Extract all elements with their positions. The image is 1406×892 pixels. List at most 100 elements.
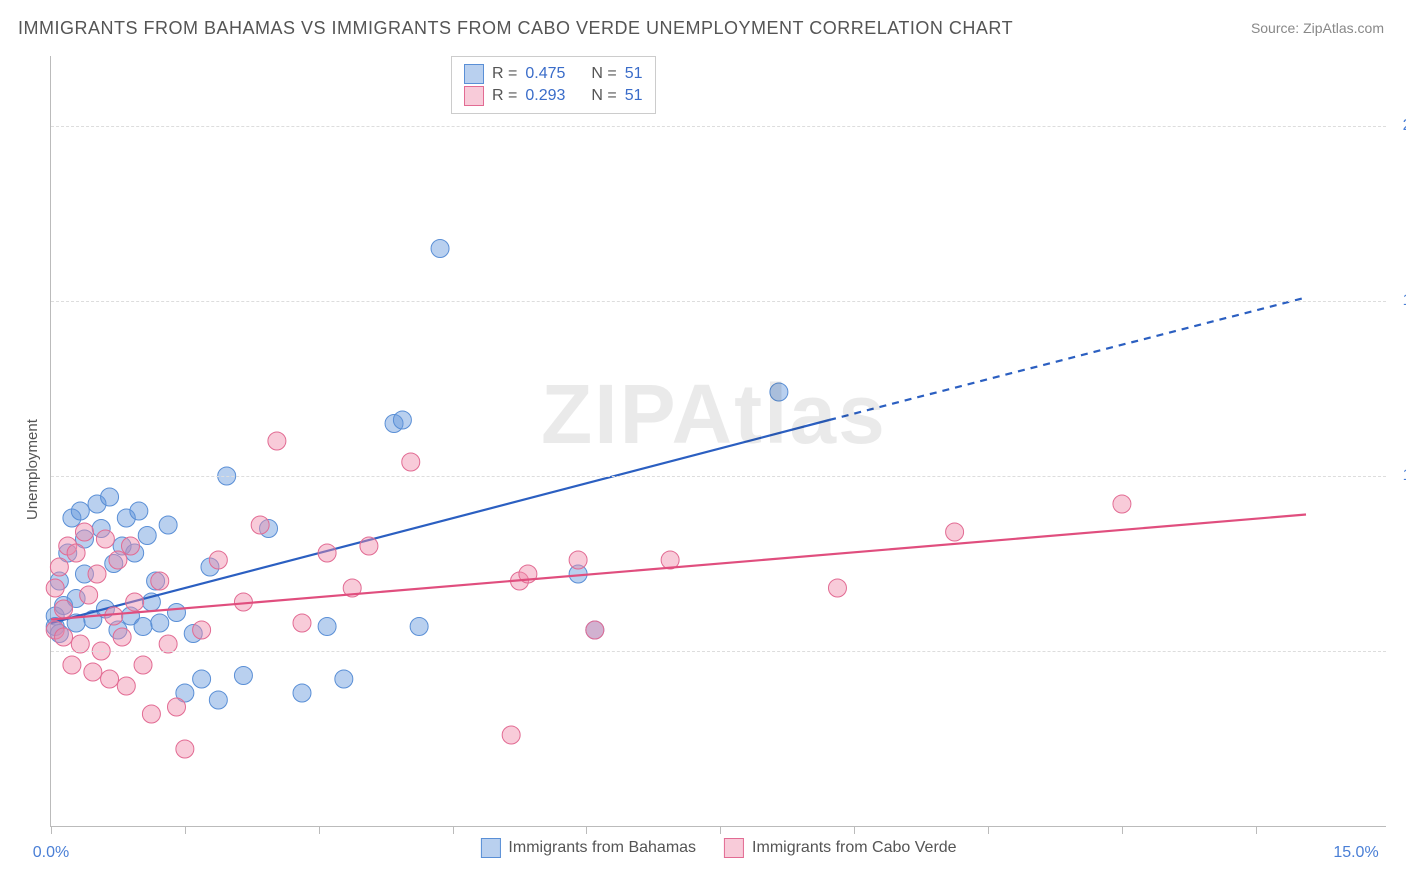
scatter-point bbox=[193, 621, 211, 639]
scatter-point bbox=[84, 663, 102, 681]
scatter-point bbox=[293, 684, 311, 702]
scatter-point bbox=[55, 600, 73, 618]
scatter-point bbox=[121, 537, 139, 555]
scatter-point bbox=[55, 628, 73, 646]
scatter-point bbox=[67, 544, 85, 562]
trend-line bbox=[51, 515, 1306, 620]
scatter-point bbox=[410, 618, 428, 636]
x-tick bbox=[453, 826, 454, 834]
x-tick bbox=[988, 826, 989, 834]
scatter-point bbox=[586, 621, 604, 639]
scatter-point bbox=[431, 240, 449, 258]
scatter-point bbox=[101, 488, 119, 506]
scatter-point bbox=[75, 523, 93, 541]
scatter-point bbox=[88, 565, 106, 583]
legend-swatch-blue bbox=[480, 838, 500, 858]
x-tick bbox=[51, 826, 52, 834]
scatter-point bbox=[402, 453, 420, 471]
scatter-point bbox=[109, 551, 127, 569]
scatter-point bbox=[168, 604, 186, 622]
scatter-point bbox=[151, 614, 169, 632]
x-tick bbox=[586, 826, 587, 834]
legend-n-value: 51 bbox=[625, 85, 643, 107]
legend-label: Immigrants from Cabo Verde bbox=[752, 839, 957, 857]
scatter-point bbox=[268, 432, 286, 450]
gridline bbox=[51, 301, 1386, 302]
legend-n-label: N = bbox=[591, 85, 616, 107]
legend-r-value: 0.293 bbox=[525, 85, 565, 107]
y-tick-label: 10.0% bbox=[1403, 467, 1406, 485]
scatter-point bbox=[569, 551, 587, 569]
scatter-point bbox=[335, 670, 353, 688]
chart-title: IMMIGRANTS FROM BAHAMAS VS IMMIGRANTS FR… bbox=[18, 18, 1013, 39]
scatter-point bbox=[193, 670, 211, 688]
scatter-point bbox=[318, 618, 336, 636]
scatter-point bbox=[63, 656, 81, 674]
y-tick-label: 15.0% bbox=[1403, 292, 1406, 310]
scatter-point bbox=[113, 628, 131, 646]
scatter-point bbox=[168, 698, 186, 716]
scatter-point bbox=[46, 579, 64, 597]
scatter-point bbox=[502, 726, 520, 744]
legend-label: Immigrants from Bahamas bbox=[508, 839, 696, 857]
legend-n-value: 51 bbox=[625, 63, 643, 85]
legend-r-label: R = bbox=[492, 85, 517, 107]
plot-area: ZIPAtlas R = 0.475 N = 51 R = 0.293 N = … bbox=[50, 56, 1386, 827]
scatter-point bbox=[209, 691, 227, 709]
x-tick bbox=[1256, 826, 1257, 834]
scatter-point bbox=[151, 572, 169, 590]
trend-line-dashed bbox=[829, 298, 1306, 421]
legend-swatch-pink bbox=[724, 838, 744, 858]
scatter-point bbox=[71, 502, 89, 520]
gridline bbox=[51, 651, 1386, 652]
scatter-point bbox=[360, 537, 378, 555]
gridline bbox=[51, 476, 1386, 477]
legend-swatch-blue bbox=[464, 64, 484, 84]
scatter-point bbox=[293, 614, 311, 632]
scatter-point bbox=[101, 670, 119, 688]
x-tick bbox=[720, 826, 721, 834]
scatter-point bbox=[251, 516, 269, 534]
legend-r-value: 0.475 bbox=[525, 63, 565, 85]
scatter-point bbox=[159, 516, 177, 534]
scatter-point bbox=[1113, 495, 1131, 513]
legend-row: R = 0.475 N = 51 bbox=[464, 63, 643, 85]
x-tick bbox=[319, 826, 320, 834]
scatter-point bbox=[142, 705, 160, 723]
scatter-point bbox=[126, 593, 144, 611]
x-tick bbox=[185, 826, 186, 834]
scatter-point bbox=[80, 586, 98, 604]
x-tick bbox=[854, 826, 855, 834]
source-label: Source: ZipAtlas.com bbox=[1251, 20, 1384, 36]
scatter-point bbox=[130, 502, 148, 520]
scatter-point bbox=[318, 544, 336, 562]
legend-item: Immigrants from Cabo Verde bbox=[724, 838, 957, 858]
legend-row: R = 0.293 N = 51 bbox=[464, 85, 643, 107]
legend-series: Immigrants from Bahamas Immigrants from … bbox=[480, 838, 956, 858]
legend-n-label: N = bbox=[591, 63, 616, 85]
scatter-point bbox=[50, 558, 68, 576]
scatter-point bbox=[134, 618, 152, 636]
scatter-point bbox=[946, 523, 964, 541]
scatter-point bbox=[134, 656, 152, 674]
y-tick-label: 20.0% bbox=[1403, 117, 1406, 135]
legend-r-label: R = bbox=[492, 63, 517, 85]
legend-swatch-pink bbox=[464, 86, 484, 106]
scatter-point bbox=[234, 667, 252, 685]
scatter-point bbox=[176, 740, 194, 758]
scatter-point bbox=[209, 551, 227, 569]
legend-item: Immigrants from Bahamas bbox=[480, 838, 696, 858]
x-tick-label: 0.0% bbox=[33, 844, 69, 862]
scatter-point bbox=[117, 677, 135, 695]
x-tick bbox=[1122, 826, 1123, 834]
scatter-point bbox=[770, 383, 788, 401]
chart-svg bbox=[51, 56, 1386, 826]
scatter-point bbox=[96, 530, 114, 548]
scatter-point bbox=[828, 579, 846, 597]
scatter-point bbox=[105, 607, 123, 625]
scatter-point bbox=[393, 411, 411, 429]
scatter-point bbox=[138, 527, 156, 545]
gridline bbox=[51, 126, 1386, 127]
x-tick-label: 15.0% bbox=[1333, 844, 1378, 862]
legend-correlation: R = 0.475 N = 51 R = 0.293 N = 51 bbox=[451, 56, 656, 114]
